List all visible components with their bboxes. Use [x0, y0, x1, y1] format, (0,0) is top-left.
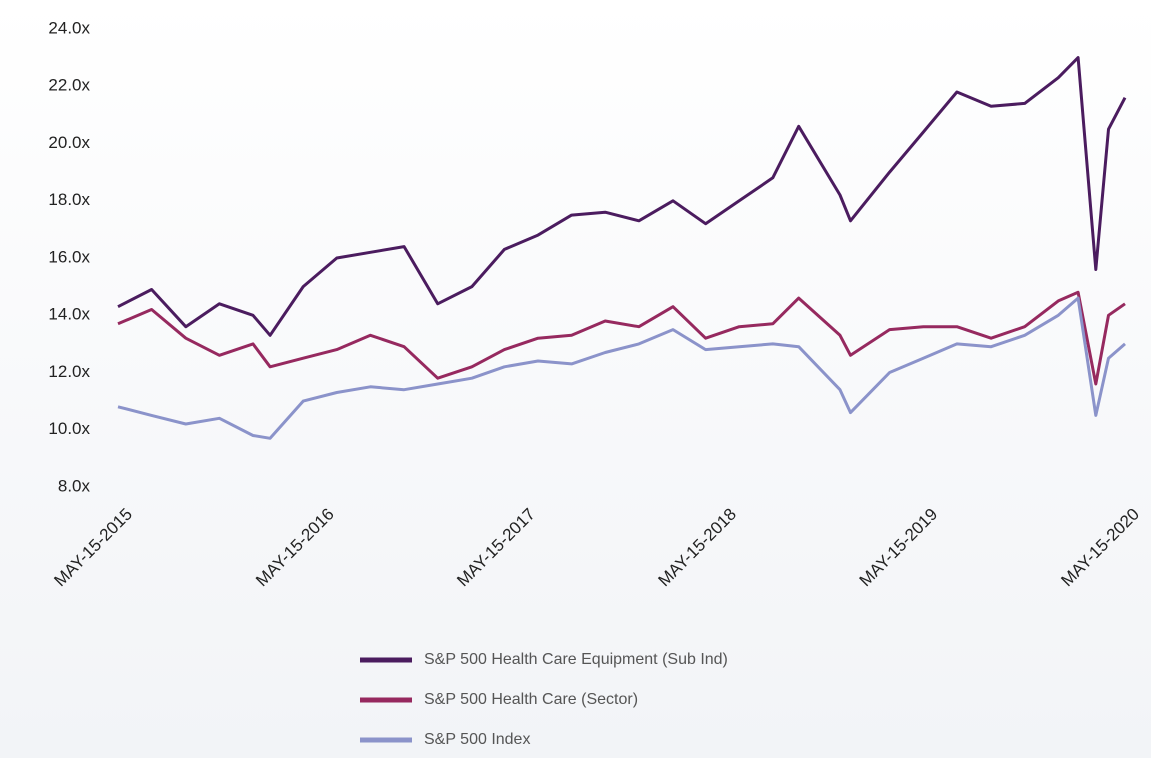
x-tick-label: MAY-15-2015 [50, 505, 136, 591]
x-tick-label: MAY-15-2018 [654, 505, 740, 591]
y-tick-label: 14.0x [48, 305, 90, 324]
series-line [117, 296, 1126, 440]
x-tick-label: MAY-15-2020 [1057, 505, 1143, 591]
series-line [117, 290, 1126, 386]
y-tick-label: 12.0x [48, 362, 90, 381]
y-tick-label: 24.0x [48, 18, 90, 37]
x-tick-label: MAY-15-2016 [252, 505, 338, 591]
x-tick-label: MAY-15-2019 [856, 505, 942, 591]
y-tick-label: 10.0x [48, 419, 90, 438]
y-tick-label: 16.0x [48, 247, 90, 266]
y-tick-label: 20.0x [48, 133, 90, 152]
series-line [117, 56, 1127, 337]
legend-label: S&P 500 Index [424, 731, 530, 748]
legend-label: S&P 500 Health Care Equipment (Sub Ind) [424, 651, 728, 668]
x-tick-label: MAY-15-2017 [453, 505, 539, 591]
y-tick-label: 22.0x [48, 76, 90, 95]
y-tick-label: 8.0x [58, 476, 91, 495]
legend-label: S&P 500 Health Care (Sector) [424, 691, 638, 708]
y-tick-label: 18.0x [48, 190, 90, 209]
